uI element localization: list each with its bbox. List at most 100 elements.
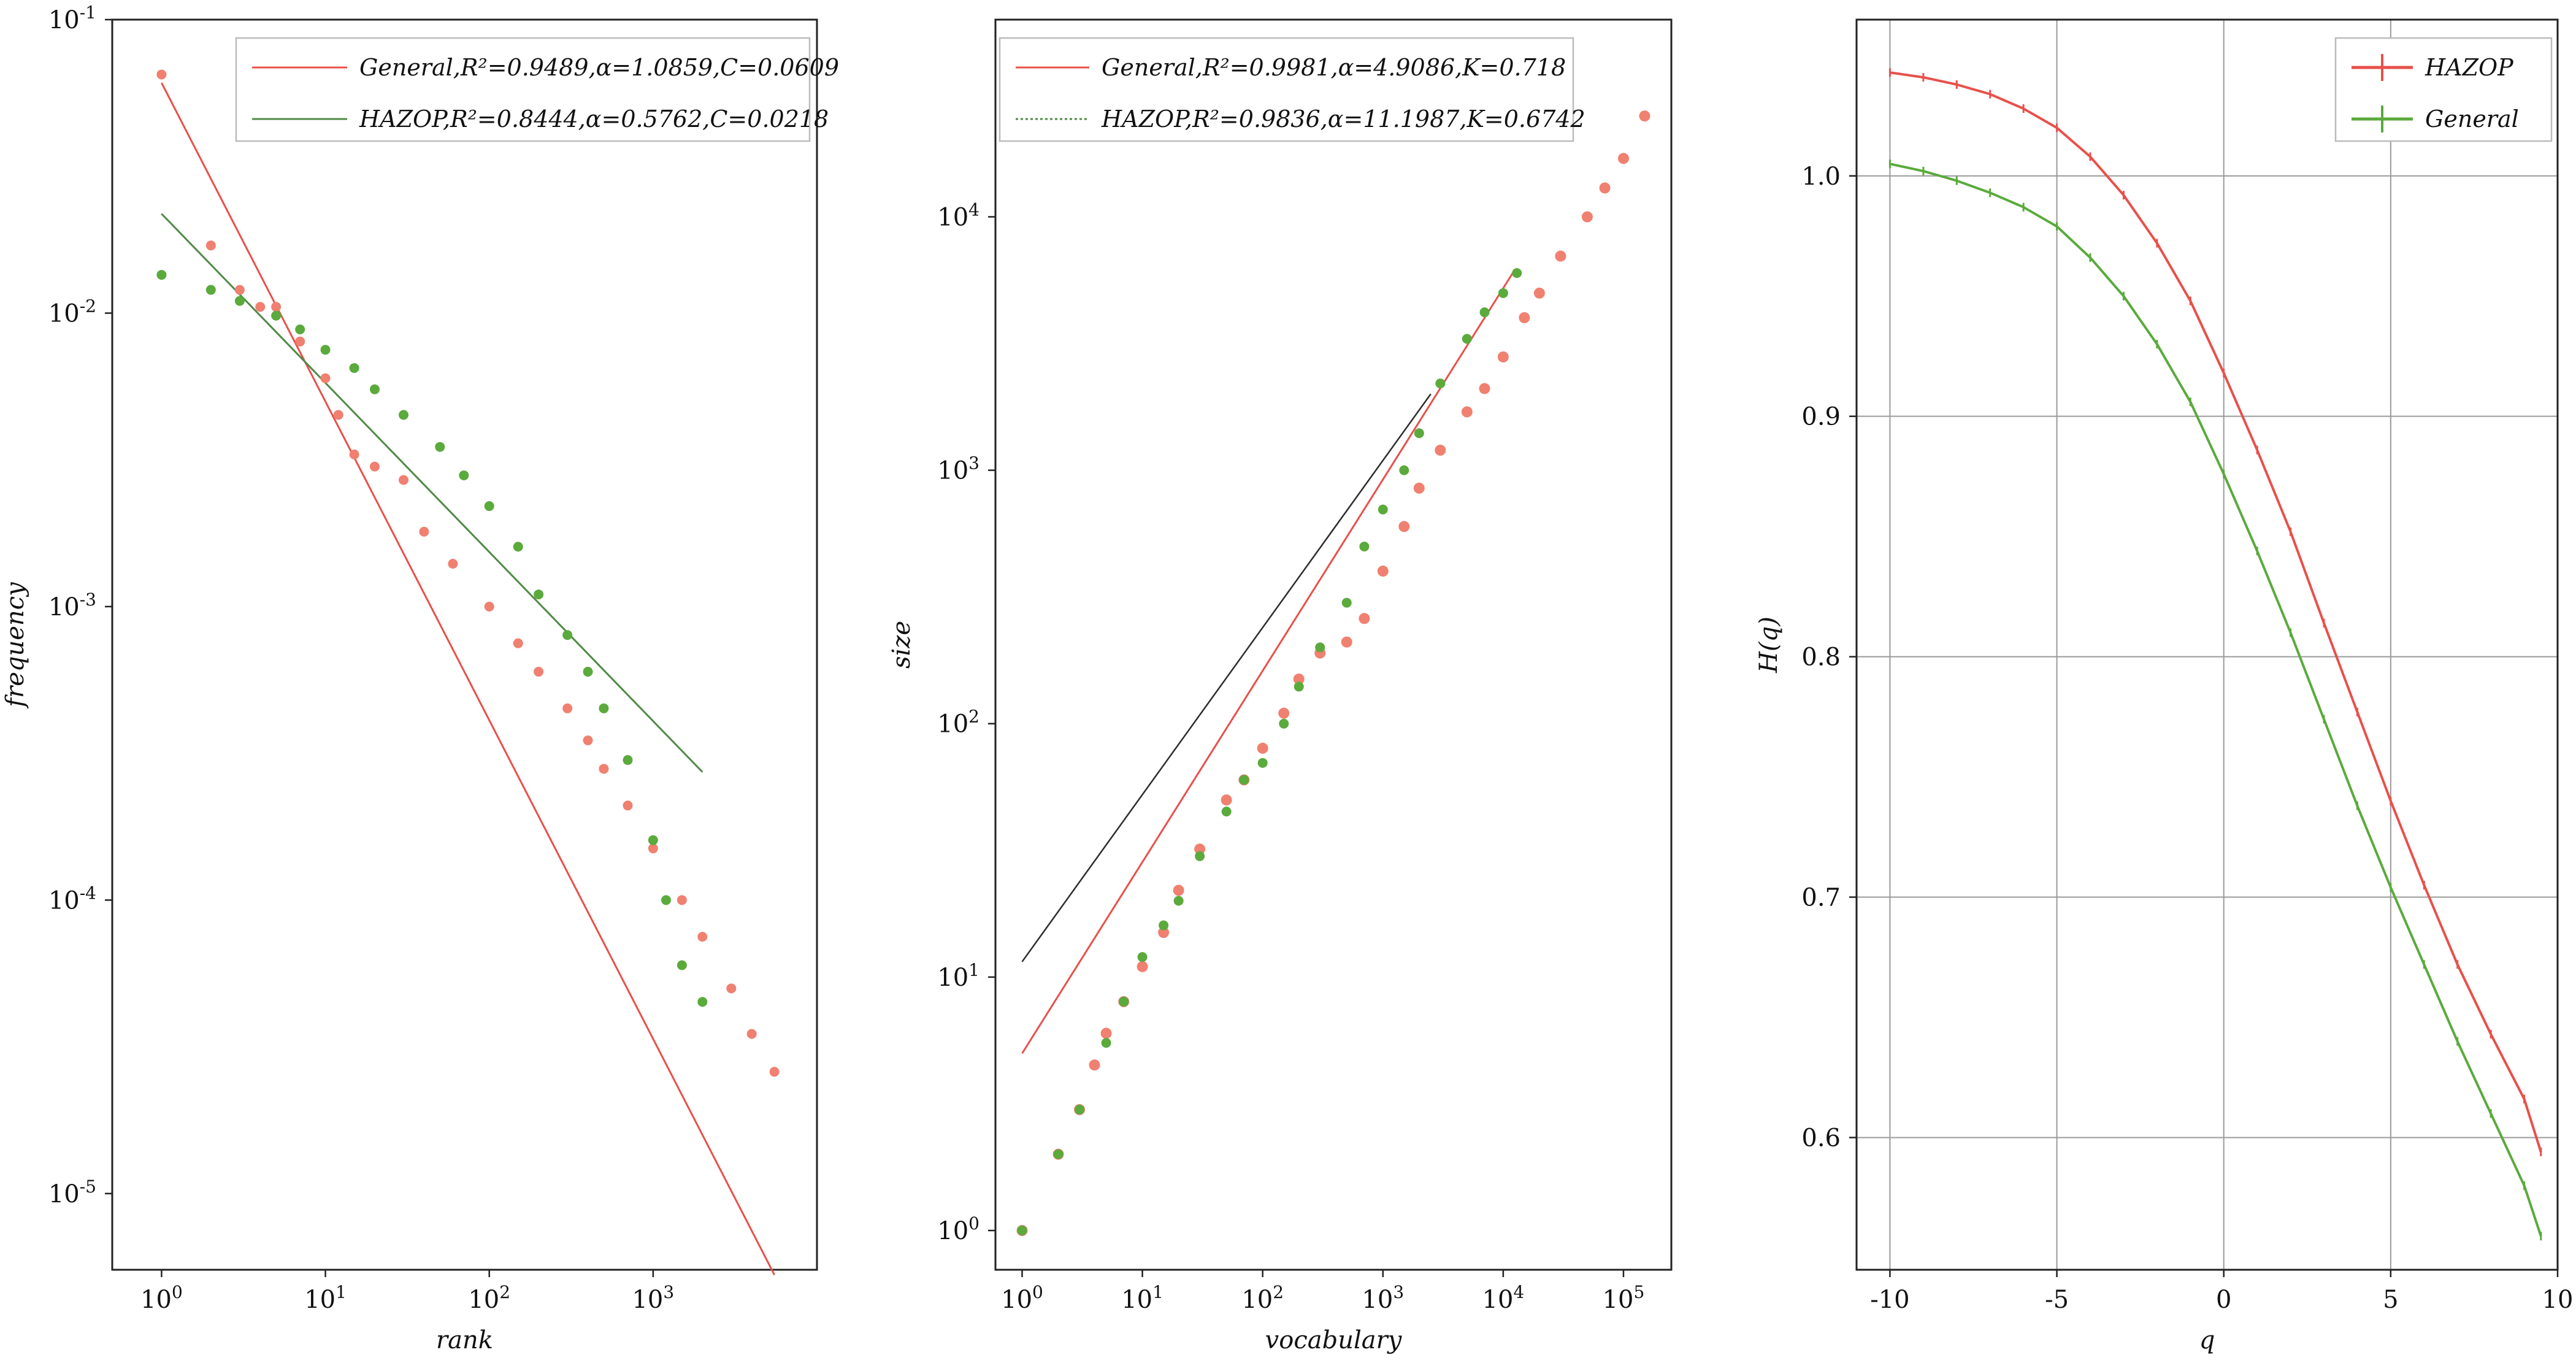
general-point [419,526,429,537]
general-point [1581,211,1593,223]
x-tick-label: 104 [1482,1282,1525,1314]
general-point [1398,521,1410,532]
legend-box [235,37,811,142]
hazop-point [1137,952,1148,962]
hazop-point [1257,758,1268,768]
general-fit-line [1021,272,1514,1054]
hazop-point [1173,896,1184,906]
x-tick-label: 101 [1121,1282,1163,1314]
hazop-point [697,997,708,1007]
general-point [1257,742,1268,754]
hazop-point [234,296,245,306]
y-tick-label: 100 [937,1213,979,1245]
hazop-curve [1890,71,2542,1153]
hazop-point [677,960,687,970]
general-fit-line [161,82,775,1276]
x-tick-label: 102 [1241,1282,1284,1314]
hazop-point [661,895,672,905]
general-point [726,983,737,994]
legend-entropy: HAZOP General [2334,37,2553,142]
hazop-point [623,755,633,766]
legend-label: HAZOP,R²=0.9836,α=11.1987,K=0.6742 [1101,106,1585,132]
general-point [349,449,359,459]
y-axis-label: frequency [1,582,29,709]
legend-label: General [2425,106,2519,132]
general-point [534,667,544,677]
general-point [746,1029,757,1039]
y-tick-label: 103 [937,453,979,485]
hazop-point [1279,718,1289,729]
legend-label: General,R²=0.9981,α=4.9086,K=0.718 [1102,54,1566,81]
x-tick-label: 100 [140,1282,183,1314]
y-tick-label: 10-2 [48,296,96,328]
hazop-point [1294,682,1304,692]
general-point [1359,613,1370,624]
x-tick-label: 101 [304,1282,347,1314]
hazop-point [648,835,658,845]
hazop-point [1017,1226,1027,1236]
general-point [1461,406,1473,418]
y-tick-label: 10-1 [48,2,96,34]
hazop-point [1399,465,1409,475]
hazop-point [1414,428,1424,439]
hazop-point [1512,268,1522,278]
hazop-point [513,542,523,552]
general-point [320,373,331,383]
general-point [1278,707,1290,719]
hazop-point [369,384,380,394]
general-point [156,69,167,80]
hazop-point [1315,642,1325,653]
hazop-point [1359,541,1370,551]
general-point [1194,843,1206,855]
general-point [562,703,573,713]
hazop-point [484,501,494,512]
plot-frame [994,18,1673,1271]
general-point [1221,794,1232,806]
hazop-point [599,703,609,713]
general-point [583,735,593,746]
general-point [1158,927,1170,939]
general-point [1173,885,1184,896]
x-tick-label: 103 [632,1282,674,1314]
general-curve [1889,163,2542,1237]
hazop-point [205,285,216,295]
hazop-point [1119,996,1129,1007]
general-point [769,1067,780,1077]
general-point [1533,287,1545,299]
hazop-point [399,410,409,420]
general-point [255,302,266,312]
hazop-point [1221,807,1232,817]
hazop-point [534,589,544,600]
legend-box [2334,37,2553,142]
panel-zipf: 100 101 102 103 10-5 10-4 10-3 10-2 10-1 rank freq… [1,2,839,1354]
hazop-point [320,345,331,355]
x-tick-label: 102 [468,1282,510,1314]
hazop-fit-line [1021,393,1432,962]
general-point [1435,444,1446,456]
general-point [399,475,409,485]
x-tick-label: 100 [1001,1282,1043,1314]
y-tick-label: 104 [937,199,979,231]
legend-label: HAZOP [2425,54,2514,81]
y-tick-label: 0.7 [1801,884,1841,912]
general-point [697,932,708,942]
legend-zipf: General,R²=0.9489,α=1.0859,C=0.0609 HAZOP… [235,37,839,142]
general-point [1519,312,1530,323]
hazop-point [1195,851,1205,861]
x-axis-label: vocabulary [1265,1326,1403,1354]
panel-entropy: -10 -5 0 5 10 0.6 0.7 0.8 0.9 1.0 q H(q) HAZOP Genera… [1755,18,2573,1354]
x-tick-label: 105 [1603,1282,1645,1314]
general-point [1100,1027,1112,1039]
general-point [1377,566,1389,577]
hazop-point [1239,775,1249,785]
general-point [1137,961,1148,972]
y-tick-label: 0.8 [1801,643,1841,672]
general-point [448,558,458,569]
y-tick-label: 10-3 [48,589,96,621]
x-tick-label: -10 [1870,1286,1909,1314]
hazop-point [435,442,445,452]
general-point [1479,383,1490,394]
general-point [234,285,245,295]
general-point [677,895,687,905]
general-point [648,843,658,854]
